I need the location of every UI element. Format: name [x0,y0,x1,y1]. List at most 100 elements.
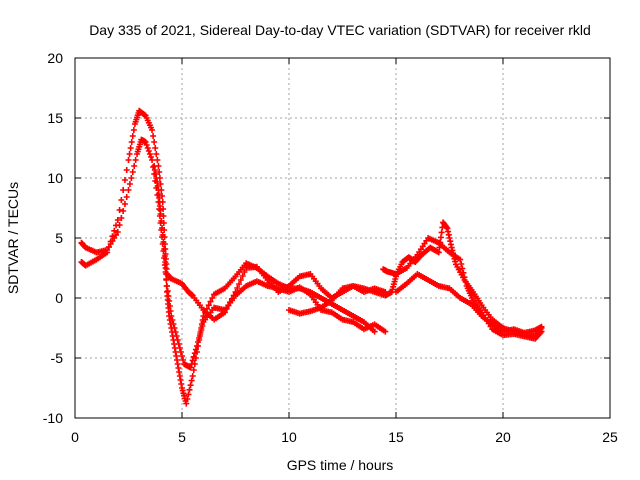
data-point-marker [159,225,166,231]
data-point-marker [184,396,191,402]
data-point-marker [120,187,127,193]
data-point-marker [156,169,163,175]
data-point-marker [538,323,545,330]
series-track-2 [78,136,389,371]
data-point-marker [207,298,214,305]
data-point-marker [205,302,212,309]
x-tick-label: 5 [178,429,186,445]
data-point-marker [121,177,128,183]
data-point-marker [180,357,187,363]
data-point-marker [129,133,136,139]
data-point-marker [192,355,199,361]
data-point-marker [126,151,133,157]
data-point-marker [183,400,190,407]
data-series-layer [78,107,545,407]
y-tick-label: 0 [55,290,63,306]
series-track-4 [286,219,545,340]
data-point-marker [457,256,464,263]
data-point-marker [195,343,202,349]
data-point-marker [159,232,166,238]
data-point-marker [161,253,168,259]
data-point-marker [537,329,544,336]
x-axis-label: GPS time / hours [287,457,394,473]
data-point-marker [162,271,169,277]
data-point-marker [125,187,132,193]
data-point-marker [144,145,151,151]
x-tick-label: 15 [388,429,404,445]
data-point-marker [161,246,168,252]
data-point-marker [149,157,156,163]
data-point-marker [116,222,123,228]
series-track-5 [380,235,545,342]
data-point-marker [123,167,130,173]
data-point-marker [209,295,216,301]
data-point-marker [143,142,150,148]
data-point-marker [157,211,164,217]
y-tick-label: 15 [47,110,63,126]
data-point-marker [461,274,468,281]
data-point-marker [132,157,139,163]
data-point-marker [163,283,170,289]
data-point-marker [120,208,127,214]
data-point-marker [202,309,209,316]
data-point-marker [160,239,167,245]
y-tick-label: -5 [51,350,64,366]
y-tick-label: 20 [47,50,63,66]
data-point-marker [125,157,132,163]
data-point-marker [128,139,135,145]
y-tick-label: 10 [47,170,63,186]
data-point-marker [126,181,133,187]
data-point-marker [236,281,243,287]
y-tick-label: -10 [43,410,63,426]
data-point-marker [146,151,153,157]
x-tick-label: 20 [495,429,511,445]
data-point-marker [154,157,161,163]
data-point-marker [239,273,246,279]
data-point-marker [187,364,194,371]
data-point-marker [123,194,130,200]
data-point-marker [371,328,378,335]
data-point-marker [234,285,241,291]
data-point-marker [188,377,195,384]
data-point-marker [459,265,466,272]
data-point-marker [190,367,197,373]
data-point-marker [128,175,135,181]
data-point-marker [151,139,158,145]
axis-ticks: 0 5 10 15 20 25 -10 -5 0 5 10 15 20 [43,50,618,445]
data-point-marker [187,382,194,389]
data-point-marker [462,278,469,285]
data-point-marker [142,139,149,145]
data-point-marker [177,349,184,355]
data-point-marker [203,305,210,312]
data-point-marker [152,145,159,151]
data-point-marker [118,215,125,221]
data-point-marker [162,265,169,271]
data-point-marker [189,357,196,364]
data-point-marker [458,261,465,267]
data-point-marker [145,148,152,154]
data-point-marker [153,151,160,157]
data-point-marker [149,127,156,133]
data-point-marker [162,259,169,265]
y-axis-label: SDTVAR / TECUs [5,182,21,294]
data-point-marker [193,349,200,355]
data-point-marker [186,386,193,393]
x-tick-label: 10 [281,429,297,445]
data-point-marker [121,201,128,207]
data-point-marker [179,353,185,359]
data-point-marker [130,127,137,133]
data-point-marker [382,328,389,335]
data-point-marker [200,313,207,319]
data-point-marker [189,373,196,379]
data-point-marker [131,163,138,169]
data-point-marker [111,227,118,234]
chart-title: Day 335 of 2021, Sidereal Day-to-day VTE… [89,22,591,38]
data-point-marker [114,229,121,235]
data-point-marker [237,277,244,283]
grid-layer [75,58,610,418]
data-point-marker [163,277,170,283]
data-point-marker [150,133,157,139]
data-point-marker [127,145,134,151]
data-point-marker [460,269,467,276]
